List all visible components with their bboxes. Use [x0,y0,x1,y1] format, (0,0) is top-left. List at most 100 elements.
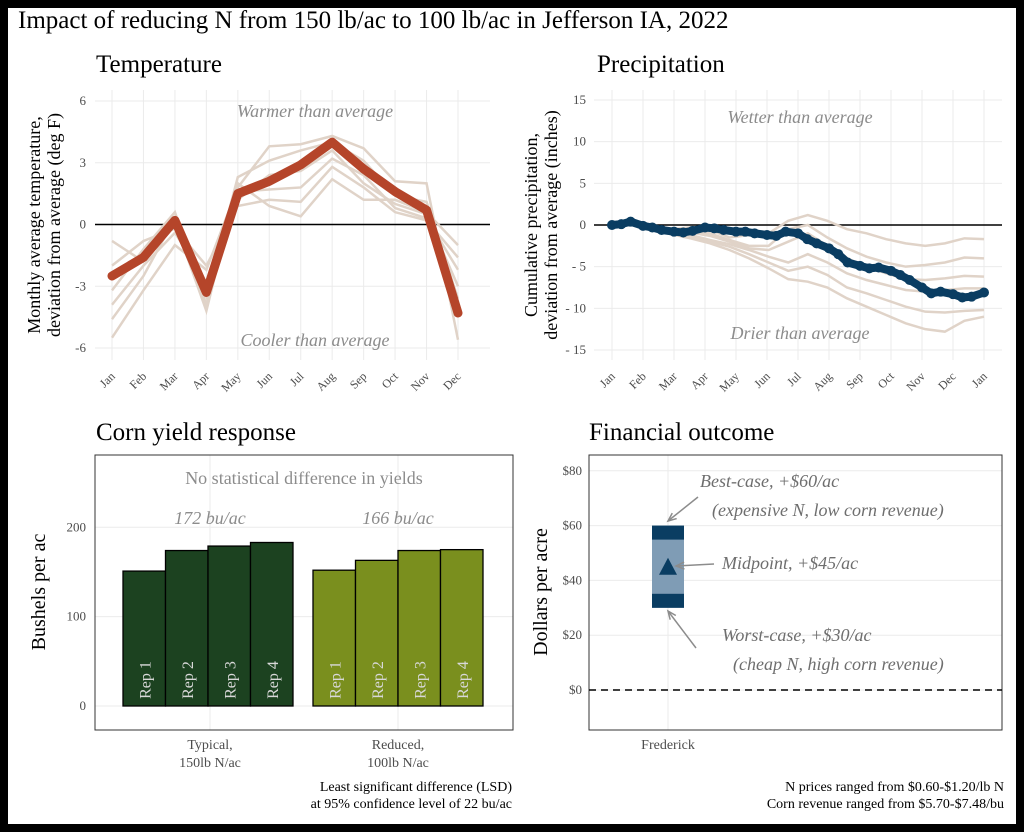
yield-bar-rep-label: Rep 2 [370,661,387,699]
yield-bar-rep-label: Rep 1 [137,661,154,699]
precipitation-title: Precipitation [597,51,725,78]
midpoint-annotation: Midpoint, +$45/ac [721,553,858,573]
precipitation-2022-point [833,249,844,260]
financial-title: Financial outcome [589,419,774,446]
financial-ytick-label: $20 [563,627,583,642]
precipitation-2022-point [700,222,710,233]
precipitation-annotation-drier: Drier than average [730,323,870,343]
worst-case-annotation-line-1: Worst-case, +$30/ac [722,625,871,645]
yield-bar [354,559,399,707]
yield-bar-rep-label: Rep 3 [222,661,239,699]
temperature-xtick-label: Jan [97,369,118,390]
price-footnote-line-1: N prices ranged from $0.60-$1.20/lb N [785,780,1004,795]
temperature-ytick-label: 3 [80,155,87,170]
temperature-xtick-label: Dec [440,369,464,393]
yield-bar [312,569,357,707]
financial-ytick-label: $80 [563,463,583,478]
temperature-ylabel-line-1: Monthly average temperature, [24,116,44,333]
precipitation-2022-point [669,226,679,237]
precipitation-xtick-label: Mar [656,369,680,393]
typical-group-label-line-2: 150lb N/ac [179,756,241,771]
temperature-historical-line [110,134,460,341]
temperature-ytick-label: -3 [75,278,86,293]
precipitation-2022-point [638,220,648,231]
precipitation-xtick-label: Jan [969,369,990,390]
precipitation-ytick-label: 5 [580,175,587,190]
precipitation-2022-point [811,238,822,249]
precipitation-panel: Precipitation Cumulative precipitation, … [521,51,1002,395]
precipitation-2022-point [957,292,968,303]
temperature-2022-line [107,137,463,318]
precipitation-2022-point [625,216,636,227]
yield-bar-rep-label: Rep 4 [265,661,282,699]
financial-category-label: Frederick [641,738,695,753]
temperature-ytick-label: 0 [80,217,87,232]
financial-best-case-bar [652,525,684,540]
precipitation-2022-point [709,223,720,234]
yield-bar [397,549,442,707]
precipitation-ytick-label: 10 [573,134,586,149]
lsd-footnote-line-1: Least significant difference (LSD) [320,780,513,795]
precipitation-xtick-label: Jul [784,369,804,389]
typical-mean-label: 172 bu/ac [174,508,246,528]
precipitation-2022-point [687,225,698,236]
precipitation-ytick-label: 0 [580,217,587,232]
typical-group-label-line-1: Typical, [187,738,232,753]
yield-bar [439,548,484,707]
temperature-annotation-warmer: Warmer than average [237,101,393,121]
precipitation-2022-point [647,222,658,233]
yield-bar-rep-label: Rep 4 [455,661,472,699]
temperature-xtick-label: Feb [127,369,150,392]
figure-title: Impact of reducing N from 150 lb/ac to 1… [18,7,728,34]
corn-yield-ytick-label: 0 [80,698,87,713]
lsd-footnote-line-2: at 95% confidence level of 22 bu/ac [311,797,512,812]
temperature-xtick-label: Sep [347,369,370,392]
yield-bar-rep-label: Rep 3 [412,661,429,699]
temperature-xtick-label: Jun [253,369,275,391]
precipitation-2022-point [926,288,937,299]
temperature-historical-line [111,157,460,310]
temperature-xtick-label: Apr [189,369,212,392]
precipitation-2022-point [607,220,617,230]
corn-yield-ylabel: Bushels per ac [28,534,50,651]
precipitation-2022-point [979,287,989,298]
temperature-xtick-label: Aug [313,369,338,394]
precipitation-annotation-wetter: Wetter than average [727,107,872,127]
precipitation-2022-point [917,282,927,293]
precipitation-2022-point [749,228,760,239]
temperature-annotation-cooler: Cooler than average [241,330,390,350]
yield-bar-rep-label: Rep 1 [327,661,344,699]
precipitation-xtick-label: May [716,369,741,394]
precipitation-2022-point [731,226,741,237]
corn-yield-annotation: No statistical difference in yields [185,468,423,488]
precipitation-2022-point [935,286,946,297]
yield-bar [207,545,252,707]
precipitation-2022-point [678,227,689,238]
corn-yield-ytick-label: 100 [67,609,87,624]
precipitation-xtick-label: Oct [875,369,898,392]
financial-midpoint-arrow [675,563,715,567]
corn-yield-title: Corn yield response [96,419,296,446]
corn-yield-ytick-label: 200 [67,519,87,534]
precipitation-ytick-label: 15 [573,92,586,107]
temperature-xtick-label: May [218,369,243,394]
precipitation-2022-point [895,270,906,280]
reduced-group-label-line-2: 100lb N/ac [367,756,429,771]
precipitation-2022-point [656,225,667,235]
financial-ytick-label: $60 [563,518,583,533]
financial-panel: Financial outcome Dollars per acre Frede… [530,419,1004,812]
financial-worst-case-bar [652,593,684,608]
precipitation-xtick-label: Feb [626,369,649,392]
precipitation-2022-point [948,289,958,300]
financial-ylabel: Dollars per acre [530,528,552,656]
temperature-xtick-label: Nov [408,369,433,394]
financial-best-case-arrow [667,496,699,522]
temperature-ytick-label: -6 [75,340,86,355]
yield-bar [164,549,209,707]
temperature-ytick-label: 6 [80,93,87,108]
temperature-title: Temperature [96,51,222,78]
precipitation-2022-point [740,226,751,237]
precipitation-2022-point [842,257,853,268]
financial-worst-case-arrow [667,610,697,649]
